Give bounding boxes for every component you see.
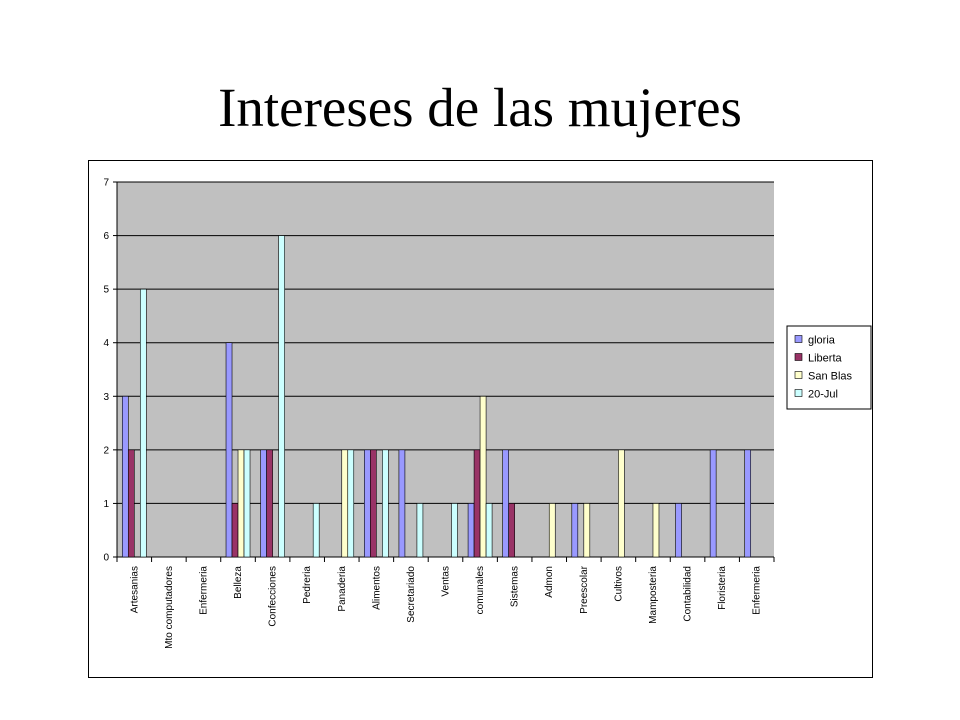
bar	[744, 449, 752, 558]
plot-area	[117, 182, 774, 557]
bar	[121, 395, 129, 558]
bar	[243, 449, 251, 558]
y-tick-label: 7	[103, 178, 109, 189]
x-category-label: Sistemas	[510, 566, 521, 607]
bar	[508, 503, 515, 558]
y-tick-label: 2	[103, 445, 109, 456]
legend-label: San Blas	[808, 371, 853, 383]
bar	[485, 503, 493, 558]
bar	[709, 449, 717, 558]
bar	[416, 503, 424, 558]
bar	[139, 288, 147, 558]
bar	[473, 449, 481, 558]
x-category-label: Mamposteria	[648, 566, 659, 624]
legend-label: gloria	[808, 335, 836, 347]
bar	[225, 342, 233, 558]
x-category-label: Confecciones	[268, 566, 279, 627]
legend-swatch	[794, 353, 803, 361]
y-tick-label: 0	[103, 553, 109, 564]
bar	[583, 503, 591, 558]
bar	[127, 449, 135, 558]
x-category-label: Artesanias	[129, 566, 140, 613]
legend-swatch	[794, 335, 803, 343]
bar	[652, 503, 660, 558]
bar	[260, 449, 267, 558]
x-category-label: Alimentos	[371, 566, 382, 610]
bar	[341, 449, 349, 558]
x-category-label: Belleza	[233, 566, 244, 599]
bar	[451, 503, 458, 558]
x-category-label: Enfermeria	[752, 566, 763, 615]
bar	[364, 449, 371, 558]
x-category-label: Cultivos	[613, 566, 624, 602]
bar	[398, 449, 406, 558]
y-tick-label: 5	[103, 285, 109, 296]
bar	[467, 503, 475, 558]
x-category-label: Ventas	[441, 566, 452, 597]
bar	[266, 449, 273, 558]
bar	[312, 503, 320, 558]
bar	[675, 503, 682, 558]
legend-label: 20-Jul	[808, 389, 838, 401]
bar	[502, 449, 509, 558]
x-category-label: Admon	[544, 566, 555, 598]
bar	[278, 235, 285, 558]
x-category-label: Panaderia	[337, 566, 348, 612]
y-tick-label: 4	[103, 338, 109, 349]
bar	[370, 449, 377, 558]
bar	[571, 503, 579, 558]
bar	[237, 449, 245, 558]
bar	[347, 449, 355, 558]
bar-chart: 0 1 2 3 4 5 6 7 Artesanias Mto computadores Enferm…	[103, 178, 872, 649]
y-tick-label: 3	[103, 392, 109, 403]
bar	[548, 503, 556, 558]
legend-label: Liberta	[808, 353, 843, 365]
x-category-label: comunales	[475, 566, 486, 614]
bar	[382, 449, 389, 558]
y-tick-label: 1	[103, 499, 109, 510]
legend-swatch	[794, 371, 803, 379]
x-category-label: Floristeria	[717, 566, 728, 610]
bar	[231, 503, 239, 558]
x-category-label: Secretariado	[406, 566, 417, 623]
x-category-label: Contabilidad	[683, 566, 694, 622]
legend-swatch	[794, 389, 803, 397]
y-tick-label: 6	[103, 231, 109, 242]
bar	[618, 449, 625, 558]
x-category-label: Preescolar	[579, 565, 590, 613]
slide-title: Intereses de las mujeres	[218, 77, 742, 138]
x-category-label: Enfermeria	[198, 566, 209, 615]
bar	[479, 395, 487, 558]
x-category-label: Pedreria	[302, 566, 313, 604]
x-category-label: Mto computadores	[164, 566, 175, 649]
